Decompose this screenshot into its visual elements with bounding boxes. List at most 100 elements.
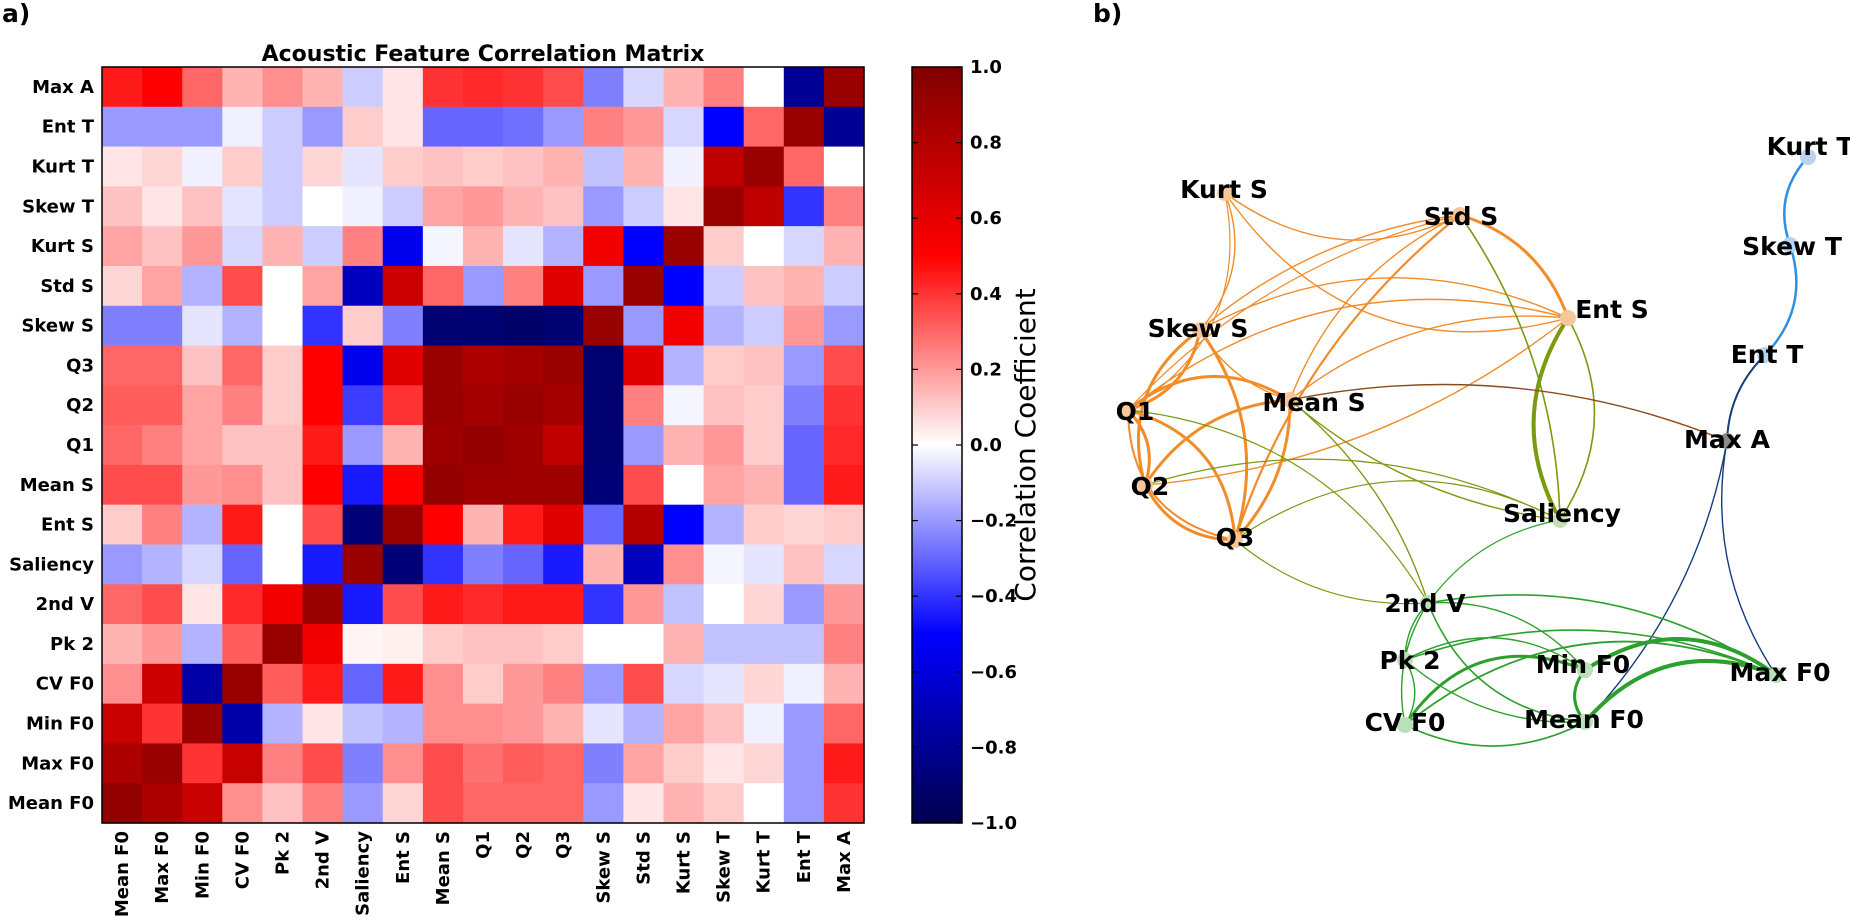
heatmap-cell — [823, 743, 865, 784]
network-edge — [1289, 315, 1569, 401]
heatmap-cell — [262, 743, 304, 784]
y-tick-max-a: Max A — [32, 77, 94, 98]
network-edge — [1559, 317, 1596, 521]
network-edge — [1126, 408, 1151, 487]
heatmap-cell — [543, 584, 584, 625]
heatmap-cell — [382, 464, 424, 506]
heatmap-cell — [102, 464, 143, 506]
heatmap-cell — [262, 345, 304, 386]
heatmap-cell — [623, 305, 665, 347]
heatmap-cell — [503, 186, 544, 227]
heatmap-cell — [543, 345, 584, 386]
network-edge — [1783, 155, 1810, 247]
heatmap-cell — [342, 305, 384, 347]
colorbar-ticks: 1.0 0.8 0.6 0.4 0.2 0.0 −0.2 −0.4 −0.6 −0.8 −1.0 — [912, 57, 1017, 834]
heatmap-cell — [222, 624, 264, 665]
network-edge — [1233, 398, 1292, 542]
heatmap-cell — [462, 265, 504, 307]
heatmap-cell — [462, 186, 504, 227]
heatmap-cell — [382, 106, 424, 148]
heatmap-cell — [302, 265, 344, 307]
heatmap-cell — [142, 67, 183, 108]
heatmap-cell — [302, 544, 344, 585]
node-label-2nd-v: 2nd V — [1384, 589, 1466, 618]
heatmap-cell — [182, 67, 223, 108]
heatmap-cell — [422, 624, 464, 665]
node-label-pk-2: Pk 2 — [1379, 646, 1440, 675]
heatmap-cell — [102, 425, 143, 466]
heatmap-cell — [142, 305, 183, 347]
heatmap-cell — [182, 265, 223, 307]
heatmap-frame — [101, 66, 865, 824]
heatmap-cell — [823, 703, 865, 745]
heatmap-cell — [222, 226, 264, 267]
heatmap-cell — [422, 146, 464, 187]
node-label-min-f0: Min F0 — [1536, 650, 1630, 679]
network-edge — [1583, 658, 1778, 724]
network-edge — [1289, 214, 1461, 401]
heatmap-cell — [703, 67, 745, 108]
heatmap-cell — [462, 305, 504, 347]
network-edge — [1144, 458, 1561, 521]
network-edge — [1404, 721, 1586, 747]
heatmap-cell — [663, 584, 705, 625]
heatmap-cell — [262, 186, 304, 227]
network-labels: Kurt T Skew T Ent T Max A Kurt S Std S Ent S Sk… — [1116, 132, 1850, 737]
network-edge — [1404, 637, 1586, 671]
heatmap-cell — [503, 663, 544, 705]
node-saliency — [1552, 512, 1568, 528]
node-2nd-v — [1420, 595, 1436, 611]
heatmap-cell — [583, 345, 624, 386]
heatmap-cell — [222, 106, 264, 148]
network-edge — [1427, 602, 1586, 723]
heatmap-cell — [583, 385, 624, 426]
heatmap-cell — [743, 305, 785, 347]
y-tick-ent-t: Ent T — [42, 117, 95, 138]
heatmap-cell — [623, 106, 665, 148]
heatmap-cell — [342, 464, 384, 506]
heatmap-cell — [503, 226, 544, 267]
heatmap-cell — [462, 544, 504, 585]
network-edge — [1143, 398, 1292, 487]
heatmap-cell — [743, 504, 785, 546]
heatmap-cell — [302, 106, 344, 148]
heatmap-cell — [142, 226, 183, 267]
heatmap-cell — [783, 146, 825, 187]
heatmap-cell — [462, 385, 504, 426]
heatmap-cell — [222, 425, 264, 466]
heatmap-cell — [503, 783, 544, 824]
network-edge — [1127, 409, 1236, 541]
y-tick-std-s: Std S — [40, 276, 94, 297]
heatmap-cell — [262, 305, 304, 347]
network-edge — [1234, 480, 1561, 541]
heatmap-cell — [703, 305, 745, 347]
x-tick-skew-t: Skew T — [714, 830, 735, 903]
heatmap-cell — [222, 743, 264, 784]
heatmap-cell — [222, 186, 264, 227]
heatmap-cell — [422, 265, 464, 307]
heatmap-cell — [262, 663, 304, 705]
heatmap-cell — [302, 624, 344, 665]
heatmap-cell — [663, 504, 705, 546]
heatmap-cell — [743, 743, 785, 784]
node-min-f0 — [1577, 662, 1593, 678]
heatmap-cell — [743, 67, 785, 108]
heatmap-cell — [222, 663, 264, 705]
y-tick-saliency: Saliency — [9, 554, 94, 575]
x-tick-kurt-s: Kurt S — [674, 831, 695, 894]
node-label-skew-t: Skew T — [1742, 232, 1842, 261]
heatmap-cell — [663, 106, 705, 148]
heatmap-cell — [182, 624, 223, 665]
network-edge — [1403, 654, 1587, 727]
heatmap-cell — [222, 146, 264, 187]
x-tick-cv-f0: CV F0 — [232, 831, 253, 889]
heatmap-cell — [823, 305, 865, 347]
heatmap-cell — [823, 265, 865, 307]
heatmap-cell — [663, 146, 705, 187]
heatmap-cell — [503, 385, 544, 426]
heatmap-cell — [302, 703, 344, 745]
network-edge — [1427, 601, 1586, 671]
heatmap-cell — [623, 624, 665, 665]
heatmap-cell — [382, 385, 424, 426]
